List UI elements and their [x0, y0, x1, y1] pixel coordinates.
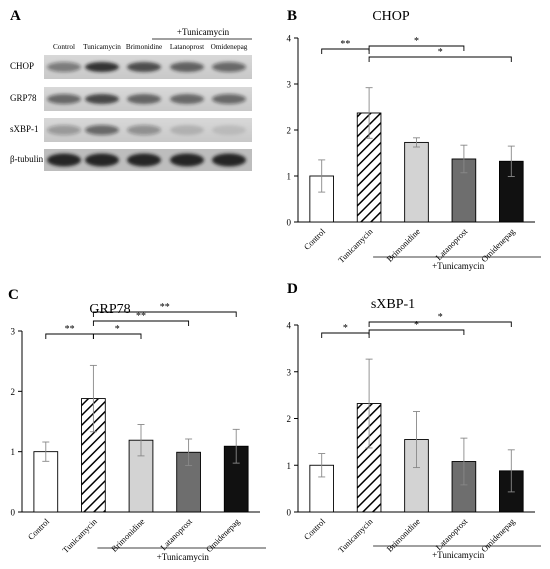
significance-label: *	[343, 323, 348, 334]
x-tick-label-omidenepag: Omidenepag	[479, 516, 517, 554]
blot-band	[85, 153, 119, 167]
blot-band	[170, 153, 204, 167]
blot-band	[127, 94, 161, 104]
x-tick-label-omidenepag: Omidenepag	[479, 226, 517, 264]
group-label: +Tunicamycin	[432, 261, 485, 271]
western-blot: +Tunicamycin Control Tunicamycin Brimonidi…	[10, 27, 252, 171]
significance-bracket	[368, 45, 465, 51]
chart-title: CHOP	[372, 9, 410, 24]
blot-lane-label-brimonidine: Brimonidine	[126, 43, 162, 51]
blot-row-label-chop: CHOP	[10, 61, 34, 71]
y-tick-label: 0	[287, 218, 292, 228]
panel-letter-c: C	[8, 287, 19, 303]
x-tick-label-tunicamycin: Tunicamycin	[336, 516, 375, 555]
x-tick-label-latanoprost: Latanoprost	[158, 516, 194, 552]
y-tick-label: 1	[11, 447, 16, 457]
blot-band	[127, 62, 161, 72]
significance-label: **	[65, 324, 75, 335]
chart-title: GRP78	[89, 302, 130, 317]
blot-band	[212, 153, 246, 167]
y-tick-label: 2	[287, 126, 292, 136]
y-tick-label: 3	[287, 367, 292, 377]
y-tick-label: 2	[287, 414, 292, 424]
x-tick-label-brimonidine: Brimonidine	[384, 516, 422, 554]
blot-band	[170, 62, 204, 72]
x-tick-label-tunicamycin: Tunicamycin	[336, 226, 375, 265]
significance-bracket	[368, 56, 512, 62]
significance-bracket	[92, 320, 190, 326]
chart-title: sXBP-1	[371, 297, 415, 312]
y-tick-label: 0	[287, 508, 292, 518]
group-label: +Tunicamycin	[157, 552, 210, 562]
blot-band	[47, 62, 81, 72]
bar-brimonidine	[404, 141, 429, 223]
chart-sxbp1: sXBP-101234Relative fold changeControlTu…	[287, 297, 541, 560]
significance-bracket	[368, 329, 465, 335]
blot-band	[212, 62, 246, 72]
blot-strip-sxbp-1	[44, 118, 252, 142]
significance-bracket	[92, 311, 237, 317]
blot-band	[127, 125, 161, 135]
blot-row-label-grp78: GRP78	[10, 93, 37, 103]
blot-band	[212, 125, 246, 135]
blot-lane-label-latanoprost: Latanoprost	[170, 43, 204, 51]
blot-band	[47, 94, 81, 104]
blot-band	[127, 153, 161, 167]
y-tick-label: 2	[11, 387, 16, 397]
y-tick-label: 4	[287, 321, 292, 331]
blot-lane-label-tunicamycin: Tunicamycin	[83, 43, 121, 51]
x-tick-label-control: Control	[302, 226, 328, 252]
blot-row-label-sxbp-1: sXBP-1	[10, 124, 39, 134]
y-tick-label: 3	[287, 80, 292, 90]
panel-letter-d: D	[287, 281, 298, 297]
x-tick-label-brimonidine: Brimonidine	[384, 226, 422, 264]
chart-grp78: GRP780123Relative fold changeControlTuni…	[11, 302, 266, 562]
significance-label: *	[438, 312, 443, 323]
blot-band	[47, 125, 81, 135]
significance-label: *	[414, 36, 419, 47]
blot-lane-label-omidenepag: Omidenepag	[211, 43, 248, 51]
x-tick-label-control: Control	[26, 516, 52, 542]
significance-label: **	[160, 302, 170, 313]
significance-label: **	[340, 39, 350, 50]
blot-band	[212, 94, 246, 104]
blot-band	[170, 94, 204, 104]
blot-band	[47, 153, 81, 167]
x-tick-label-tunicamycin: Tunicamycin	[60, 516, 99, 555]
significance-bracket	[321, 48, 370, 54]
blot-strip-tubulin	[44, 149, 252, 171]
significance-label: *	[115, 324, 120, 335]
y-tick-label: 1	[287, 461, 292, 471]
blot-band	[85, 125, 119, 135]
significance-label: *	[438, 47, 443, 58]
blot-strip-chop	[44, 55, 252, 79]
y-tick-label: 4	[287, 34, 292, 44]
x-tick-label-control: Control	[302, 516, 328, 542]
significance-bracket	[321, 332, 370, 338]
blot-band	[85, 94, 119, 104]
significance-label: **	[136, 311, 146, 322]
blot-lane-label-control: Control	[53, 43, 75, 51]
significance-bracket	[368, 321, 512, 327]
blot-band	[170, 125, 204, 135]
panel-letter-b: B	[287, 8, 298, 24]
blot-row-label-tubulin: β-tubulin	[10, 154, 44, 164]
y-tick-label: 1	[287, 172, 292, 182]
blot-strip-grp78	[44, 87, 252, 111]
panel-letter-a: A	[10, 8, 21, 24]
significance-bracket	[92, 333, 142, 339]
x-tick-label-latanoprost: Latanoprost	[434, 516, 470, 552]
chart-chop: CHOP01234Relative fold changeControlTuni…	[287, 9, 541, 271]
y-tick-label: 0	[11, 508, 16, 518]
blot-treatment-header: +Tunicamycin	[177, 27, 230, 37]
y-tick-label: 3	[11, 327, 16, 337]
significance-label: *	[414, 320, 419, 331]
blot-band	[85, 62, 119, 72]
group-label: +Tunicamycin	[432, 550, 485, 560]
